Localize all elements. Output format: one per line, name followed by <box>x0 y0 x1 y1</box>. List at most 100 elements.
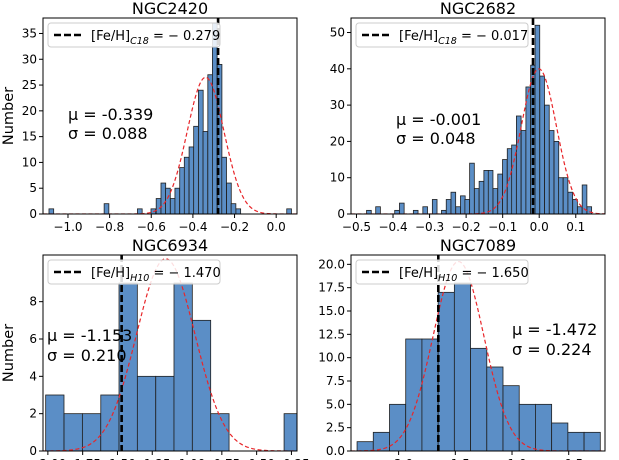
x-tick-label: −1.25 <box>134 457 171 460</box>
histogram-bar <box>405 338 423 451</box>
histogram-bar <box>173 282 193 451</box>
histogram-bar <box>544 104 550 214</box>
x-tick-label: −0.8 <box>95 220 124 234</box>
histogram-bar <box>586 206 593 214</box>
histogram-bar <box>445 199 452 214</box>
x-tick-label: −1.50 <box>99 457 136 460</box>
sigma-annotation: σ = 0.210 <box>47 346 127 365</box>
panel-ngc7089: −2.0 −1.5 −1.0 −0.5 0.0 2.5 5.0 7.5 10.0 12.5 15.0… <box>318 236 606 460</box>
histogram-bar <box>450 191 457 214</box>
y-tick-label: 2 <box>29 407 37 421</box>
histogram-bar <box>179 167 185 214</box>
x-tick-label: −0.6 <box>137 220 166 234</box>
y-tick-label: 5.0 <box>326 397 345 411</box>
histogram-bar <box>221 156 227 214</box>
plot-area <box>351 18 605 214</box>
y-tick-label: 10 <box>22 155 37 169</box>
y-tick-label: 30 <box>330 98 345 112</box>
y-tick-label: 30 <box>22 52 37 66</box>
y-tick-label: 10 <box>330 171 345 185</box>
mu-annotation: μ = -0.001 <box>396 110 481 129</box>
legend-label: [Fe/H]H10 = − 1.470 <box>91 266 221 284</box>
histogram-bar <box>437 291 455 451</box>
legend: [Fe/H]H10 = − 1.470 <box>47 259 221 285</box>
histogram-bar <box>562 177 569 214</box>
axes-frame <box>42 17 298 215</box>
histogram-bar <box>455 206 461 214</box>
histogram-bar <box>567 431 585 451</box>
panel-title: NGC2420 <box>132 0 208 18</box>
histogram-bar <box>183 156 190 214</box>
histogram-bar <box>502 385 520 451</box>
histogram-bar <box>581 184 588 214</box>
histogram-bar <box>520 130 527 214</box>
legend-label: [Fe/H]C18 = − 0.017 <box>399 29 528 47</box>
legend-label: [Fe/H]C18 = − 0.279 <box>91 29 220 47</box>
y-tick-label: 0 <box>29 207 37 221</box>
histogram-bar <box>235 208 242 214</box>
histogram-bar <box>486 366 504 451</box>
x-tick-label: 0.0 <box>530 220 549 234</box>
y-tick-label: 10.0 <box>318 351 345 365</box>
histogram-bar <box>421 338 439 451</box>
y-tick-label: 15.0 <box>318 304 345 318</box>
y-tick-label: 20.0 <box>318 257 345 271</box>
panel-ngc2682: −0.5 −0.4 −0.3 −0.2 −0.1 0.0 0.1 0 10 20 30 40 50 NGC… <box>330 0 606 234</box>
histogram-bar <box>160 182 167 214</box>
y-tick-label: 20 <box>330 134 345 148</box>
histogram-bar <box>567 191 574 214</box>
legend-box <box>355 22 529 48</box>
histogram-bar <box>283 413 297 451</box>
histogram-bar <box>82 413 102 451</box>
legend: [Fe/H]C18 = − 0.017 <box>355 22 529 48</box>
histogram-bar <box>422 206 428 214</box>
histogram-bar <box>583 431 601 451</box>
histogram-bar <box>516 115 522 214</box>
histogram-bar <box>558 177 564 214</box>
x-tick-label: −1.00 <box>169 457 206 460</box>
legend: [Fe/H]C18 = − 0.279 <box>47 22 221 48</box>
x-tick-label: −0.5 <box>554 457 583 460</box>
histogram-bar <box>230 203 237 214</box>
y-tick-label: 0 <box>337 207 345 221</box>
y-tick-label: 40 <box>330 62 345 76</box>
histogram-bar <box>572 199 578 214</box>
x-tick-label: −1.0 <box>497 457 526 460</box>
x-tick-label: −1.0 <box>53 220 82 234</box>
histogram-bar <box>207 74 213 214</box>
mu-annotation: μ = -0.339 <box>68 105 153 124</box>
axes-frame <box>350 17 606 215</box>
y-tick-label: 0 <box>29 444 37 458</box>
legend-box <box>47 22 221 48</box>
x-tick-label: −0.75 <box>203 457 240 460</box>
histogram-bar <box>453 282 471 451</box>
histogram-bar <box>202 131 209 214</box>
histogram-bar <box>539 75 545 214</box>
histogram-bar <box>48 208 55 214</box>
histogram-bar <box>212 22 218 214</box>
x-tick-label: −0.1 <box>488 220 517 234</box>
plot-area <box>43 18 297 214</box>
histogram-bar <box>136 375 157 451</box>
histogram-bar <box>518 403 536 451</box>
sigma-annotation: σ = 0.224 <box>512 340 592 359</box>
histogram-bar <box>155 198 162 214</box>
panel-title: NGC7089 <box>440 236 516 255</box>
legend-label: [Fe/H]H10 = − 1.650 <box>399 266 529 284</box>
x-tick-label: −2.00 <box>29 457 66 460</box>
panel-title: NGC6934 <box>132 236 208 255</box>
x-tick-label: −0.4 <box>178 220 207 234</box>
axes-frame <box>350 254 606 452</box>
histogram-bar <box>169 198 176 214</box>
histogram-bar <box>548 130 555 214</box>
histogram-bar <box>399 202 405 214</box>
histogram-bar <box>551 422 569 451</box>
y-tick-label: 4 <box>29 369 37 383</box>
histogram-bar <box>188 146 195 214</box>
y-tick-label: 20 <box>22 104 37 118</box>
panel-title: NGC2682 <box>440 0 516 18</box>
histogram-bar <box>487 170 494 214</box>
x-tick-label: −0.2 <box>220 220 249 234</box>
y-tick-label: 0.0 <box>326 444 345 458</box>
gaussian-fit-curve <box>43 258 297 451</box>
